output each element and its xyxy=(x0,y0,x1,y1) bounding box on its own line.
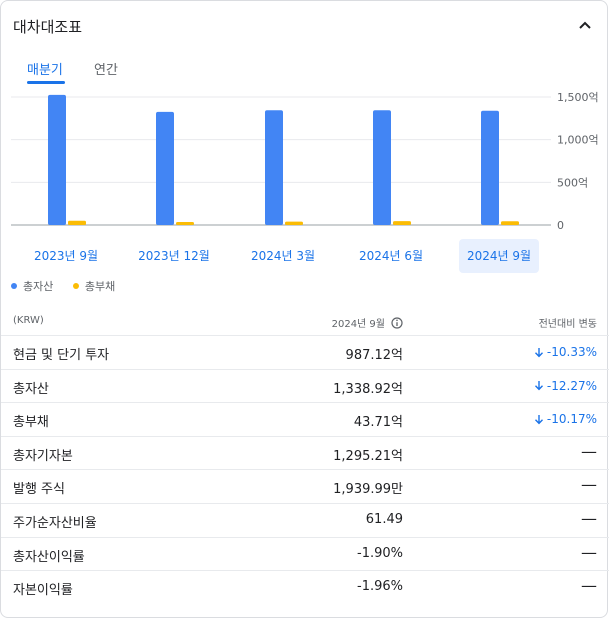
row-label: 총자산 xyxy=(13,381,49,397)
row-value: 1,939.99만 xyxy=(333,482,403,498)
bar-total-assets[interactable] xyxy=(265,110,283,225)
balance-chart: 1,500억 1,000억 500억 0 xyxy=(11,91,599,232)
table-row: 현금 및 단기 투자 987.12억 -10.33% xyxy=(1,335,609,369)
legend-item-liabilities: 총부채 xyxy=(72,278,116,294)
quarter-button[interactable]: 2023년 9월 xyxy=(33,249,99,263)
bar-total-liabilities[interactable] xyxy=(68,220,86,225)
row-change-value: — xyxy=(581,576,597,596)
row-change: -10.17% xyxy=(534,412,597,426)
row-change: -10.33% xyxy=(534,345,597,359)
row-change-value: -10.33% xyxy=(546,345,597,359)
bar-total-liabilities[interactable] xyxy=(176,222,194,225)
row-change-value: -12.27% xyxy=(546,378,597,393)
row-change-value: — xyxy=(581,542,597,562)
y-tick-label: 1,500억 xyxy=(557,91,599,104)
row-value: 43.71억 xyxy=(353,415,403,431)
row-value: -1.96% xyxy=(357,579,403,595)
row-value: 61.49 xyxy=(365,512,403,527)
table-header: (KRW) 2024년 9월 전년대비 변동 xyxy=(1,310,609,334)
row-change: — xyxy=(581,442,597,461)
bar-total-assets[interactable] xyxy=(373,110,391,225)
y-tick-label: 500억 xyxy=(557,176,588,189)
row-label: 총자기자본 xyxy=(13,448,73,464)
table-row: 발행 주식 1,939.99만 — xyxy=(1,469,609,503)
arrow-down-icon xyxy=(534,381,543,391)
row-label: 현금 및 단기 투자 xyxy=(13,348,110,363)
chevron-up-icon[interactable] xyxy=(577,17,593,33)
chart-legend: 총자산 총부채 xyxy=(11,278,131,294)
row-change-value: -10.17% xyxy=(546,412,597,427)
row-label: 자본이익률 xyxy=(13,583,73,599)
row-label: 총자산이익률 xyxy=(13,549,85,565)
bar-total-assets[interactable] xyxy=(481,110,499,225)
row-change: — xyxy=(581,509,597,528)
table-row: 주가순자산비율 61.49 — xyxy=(1,503,609,537)
arrow-down-icon xyxy=(534,414,543,425)
bar-total-assets[interactable] xyxy=(48,94,66,225)
quarter-button[interactable]: 2024년 6월 xyxy=(358,249,424,263)
y-tick-label: 1,000억 xyxy=(557,134,599,147)
bar-total-liabilities[interactable] xyxy=(501,221,519,225)
table-row: 총자기자본 1,295.21억 — xyxy=(1,435,609,470)
row-value: 987.12억 xyxy=(345,348,403,363)
bar-total-liabilities[interactable] xyxy=(393,221,411,225)
row-change-value: — xyxy=(581,441,597,461)
table-row: 총자산이익률 -1.90% — xyxy=(1,536,609,571)
card-title: 대차대조표 xyxy=(13,18,83,36)
row-change-value: — xyxy=(581,475,597,495)
change-header: 전년대비 변동 xyxy=(538,319,597,330)
legend-dot-liabilities xyxy=(72,283,79,289)
row-label: 발행 주식 xyxy=(13,482,65,498)
info-icon[interactable] xyxy=(391,316,403,329)
quarter-button[interactable]: 2024년 3월 xyxy=(250,249,316,263)
bar-total-liabilities[interactable] xyxy=(285,221,303,225)
tab-quarterly[interactable]: 매분기 xyxy=(27,63,63,78)
arrow-down-icon xyxy=(534,347,543,357)
row-label: 총부채 xyxy=(13,415,49,431)
row-value: 1,295.21억 xyxy=(333,448,403,464)
period-label: 2024년 9월 xyxy=(331,319,385,330)
table-row: 총부채 43.71억 -10.17% xyxy=(1,402,609,436)
table-row: 총자산 1,338.92억 -12.27% xyxy=(1,368,609,403)
row-change: — xyxy=(581,475,597,494)
currency-unit: (KRW) xyxy=(13,315,44,326)
table-row: 자본이익률 -1.96% — xyxy=(1,570,609,604)
tab-annual[interactable]: 연간 xyxy=(94,63,118,78)
row-value: 1,338.92억 xyxy=(333,381,403,397)
bar-total-assets[interactable] xyxy=(156,111,174,225)
quarter-button[interactable]: 2023년 12월 xyxy=(138,249,210,263)
legend-item-assets: 총자산 xyxy=(11,278,53,294)
quarter-button[interactable]: 2024년 9월 xyxy=(459,239,539,273)
row-change: — xyxy=(581,576,597,595)
row-label: 주가순자산비율 xyxy=(13,516,97,531)
period-header: 2024년 9월 xyxy=(332,315,403,330)
row-change: -12.27% xyxy=(534,379,597,393)
active-tab-indicator xyxy=(27,81,65,84)
y-tick-label: 0 xyxy=(557,219,564,232)
legend-label-assets: 총자산 xyxy=(23,280,54,293)
row-change-value: — xyxy=(581,509,597,528)
row-change: — xyxy=(581,543,597,562)
row-value: -1.90% xyxy=(357,545,403,561)
legend-label-liabilities: 총부채 xyxy=(84,280,116,293)
legend-dot-assets xyxy=(11,283,17,289)
